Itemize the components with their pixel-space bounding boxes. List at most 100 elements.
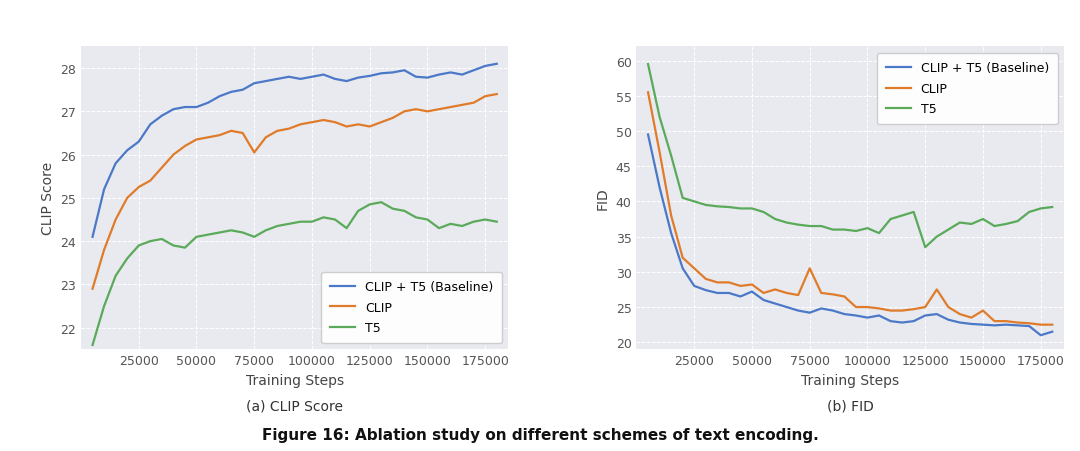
T5 <box>328 217 341 223</box>
T5 <box>409 215 422 221</box>
T5 <box>121 256 134 262</box>
CLIP <box>397 110 410 115</box>
CLIP + T5 (Baseline) <box>1000 322 1013 327</box>
T5 <box>167 243 180 249</box>
T5 <box>444 221 457 227</box>
Text: (a) CLIP Score: (a) CLIP Score <box>246 399 343 413</box>
CLIP <box>642 90 654 96</box>
CLIP <box>190 138 203 143</box>
Line: CLIP + T5 (Baseline): CLIP + T5 (Baseline) <box>648 135 1052 336</box>
T5 <box>178 245 191 251</box>
T5 <box>352 209 365 214</box>
CLIP <box>1045 322 1058 327</box>
T5 <box>156 237 168 242</box>
T5 <box>885 217 897 222</box>
CLIP + T5 (Baseline) <box>190 105 203 110</box>
Legend: CLIP + T5 (Baseline), CLIP, T5: CLIP + T5 (Baseline), CLIP, T5 <box>877 54 1057 125</box>
T5 <box>664 154 677 159</box>
T5 <box>757 210 770 215</box>
CLIP <box>942 305 955 310</box>
CLIP + T5 (Baseline) <box>642 133 654 138</box>
T5 <box>642 62 654 68</box>
T5 <box>375 200 388 206</box>
CLIP <box>237 131 249 136</box>
CLIP <box>490 92 503 97</box>
CLIP + T5 (Baseline) <box>723 290 735 296</box>
CLIP + T5 (Baseline) <box>318 73 330 78</box>
CLIP + T5 (Baseline) <box>468 69 481 74</box>
CLIP + T5 (Baseline) <box>988 323 1001 328</box>
T5 <box>225 228 238 234</box>
CLIP + T5 (Baseline) <box>247 81 260 87</box>
CLIP + T5 (Baseline) <box>711 290 724 296</box>
T5 <box>294 220 307 225</box>
CLIP + T5 (Baseline) <box>1035 333 1048 338</box>
CLIP + T5 (Baseline) <box>144 122 157 128</box>
CLIP + T5 (Baseline) <box>352 76 365 81</box>
CLIP <box>121 196 134 201</box>
CLIP <box>850 305 863 310</box>
Line: CLIP: CLIP <box>648 93 1052 325</box>
T5 <box>421 217 434 223</box>
T5 <box>318 215 330 221</box>
CLIP <box>954 312 967 317</box>
CLIP <box>757 290 770 296</box>
T5 <box>282 221 295 227</box>
T5 <box>363 202 376 207</box>
CLIP <box>409 107 422 113</box>
CLIP <box>769 287 782 293</box>
CLIP <box>734 284 747 289</box>
Text: Figure 16: Ablation study on different schemes of text encoding.: Figure 16: Ablation study on different s… <box>261 427 819 442</box>
T5 <box>988 224 1001 229</box>
Text: (b) FID: (b) FID <box>826 399 874 413</box>
T5 <box>190 235 203 240</box>
T5 <box>745 206 758 212</box>
X-axis label: Training Steps: Training Steps <box>245 373 343 387</box>
CLIP + T5 (Baseline) <box>1023 324 1036 329</box>
CLIP <box>1023 321 1036 326</box>
T5 <box>919 245 932 250</box>
T5 <box>838 227 851 233</box>
CLIP <box>375 120 388 125</box>
T5 <box>1011 219 1024 224</box>
CLIP <box>895 308 908 313</box>
CLIP <box>873 306 886 312</box>
CLIP + T5 (Baseline) <box>769 301 782 307</box>
CLIP + T5 (Baseline) <box>1045 329 1058 335</box>
CLIP <box>318 118 330 124</box>
CLIP + T5 (Baseline) <box>271 77 284 83</box>
T5 <box>86 342 99 348</box>
X-axis label: Training Steps: Training Steps <box>801 373 900 387</box>
CLIP + T5 (Baseline) <box>688 284 701 289</box>
CLIP <box>328 120 341 125</box>
CLIP <box>225 129 238 134</box>
CLIP <box>919 305 932 310</box>
CLIP + T5 (Baseline) <box>432 73 445 78</box>
T5 <box>734 206 747 212</box>
CLIP <box>294 122 307 128</box>
CLIP <box>907 307 920 312</box>
T5 <box>1035 206 1048 212</box>
CLIP <box>723 280 735 285</box>
T5 <box>964 222 977 227</box>
CLIP <box>259 135 272 141</box>
CLIP + T5 (Baseline) <box>838 312 851 317</box>
CLIP + T5 (Baseline) <box>907 319 920 324</box>
CLIP + T5 (Baseline) <box>780 305 793 310</box>
T5 <box>942 227 955 233</box>
CLIP + T5 (Baseline) <box>954 320 967 326</box>
CLIP + T5 (Baseline) <box>757 298 770 303</box>
CLIP + T5 (Baseline) <box>375 71 388 77</box>
T5 <box>456 224 469 229</box>
CLIP <box>780 290 793 296</box>
T5 <box>976 217 989 222</box>
CLIP + T5 (Baseline) <box>444 70 457 76</box>
CLIP <box>109 217 122 223</box>
CLIP + T5 (Baseline) <box>942 318 955 323</box>
T5 <box>97 304 110 309</box>
CLIP <box>306 120 319 125</box>
CLIP <box>885 308 897 313</box>
CLIP + T5 (Baseline) <box>213 94 226 100</box>
Line: T5: T5 <box>648 65 1052 248</box>
CLIP <box>144 179 157 184</box>
